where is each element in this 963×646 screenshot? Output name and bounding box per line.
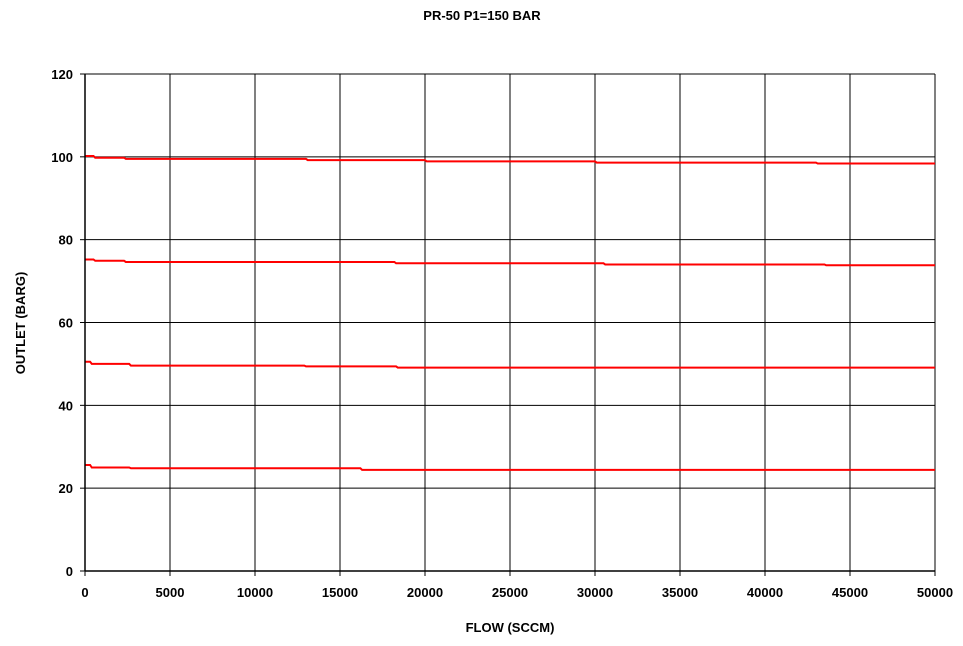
x-tick-label: 25000 <box>492 585 528 600</box>
x-tick-label: 10000 <box>237 585 273 600</box>
y-tick-label: 20 <box>59 481 73 496</box>
y-tick-label: 60 <box>59 316 73 331</box>
x-tick-labels: 0 5000 10000 15000 20000 25000 30000 35000 40000… <box>81 585 953 600</box>
y-tick-label: 40 <box>59 398 73 413</box>
series-line-2 <box>85 258 935 267</box>
chart-title: PR-50 P1=150 BAR <box>423 8 541 23</box>
x-tick-label: 40000 <box>747 585 783 600</box>
y-tick-labels: 0 20 40 60 80 100 120 <box>51 67 73 579</box>
series-layer <box>85 155 935 471</box>
series-line-4 <box>85 464 935 471</box>
series-line-3 <box>85 360 935 369</box>
x-tick-label: 20000 <box>407 585 443 600</box>
series-line-1 <box>85 155 935 165</box>
axes <box>80 73 936 576</box>
x-tick-label: 45000 <box>832 585 868 600</box>
y-axis-label: OUTLET (BARG) <box>13 272 28 375</box>
x-tick-label: 0 <box>81 585 88 600</box>
y-tick-label: 0 <box>66 564 73 579</box>
x-tick-label: 50000 <box>917 585 953 600</box>
x-tick-label: 5000 <box>156 585 185 600</box>
grid <box>85 73 936 571</box>
y-tick-label: 100 <box>51 150 73 165</box>
x-tick-label: 35000 <box>662 585 698 600</box>
y-tick-label: 120 <box>51 67 73 82</box>
y-tick-label: 80 <box>59 233 73 248</box>
x-tick-label: 15000 <box>322 585 358 600</box>
x-axis-label: FLOW (SCCM) <box>466 620 555 635</box>
x-tick-label: 30000 <box>577 585 613 600</box>
